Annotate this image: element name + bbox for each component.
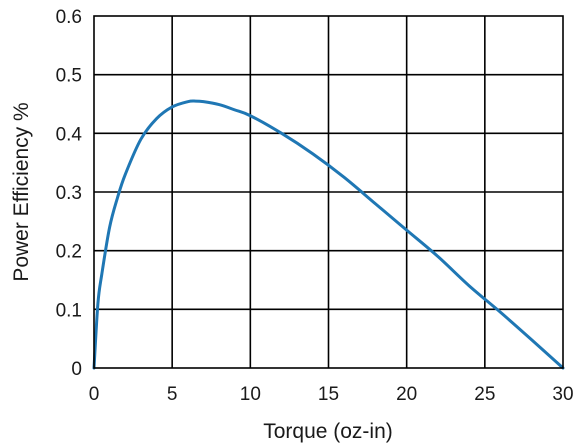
x-tick-label: 30 <box>552 384 573 405</box>
y-tick-label: 0.6 <box>56 7 82 28</box>
y-tick-label: 0 <box>71 359 82 380</box>
grid <box>94 16 563 368</box>
y-tick-label: 0.4 <box>56 124 83 145</box>
x-axis-title: Torque (oz-in) <box>263 420 393 443</box>
x-tick-label: 10 <box>240 384 261 405</box>
x-tick-labels: 0 5 10 15 20 25 30 <box>89 384 574 405</box>
efficiency-series-line <box>92 99 565 370</box>
series-layer <box>92 99 565 370</box>
y-tick-label: 0.5 <box>56 66 82 87</box>
y-tick-label: 0.1 <box>56 300 82 321</box>
x-tick-label: 0 <box>89 384 100 405</box>
y-tick-label: 0.3 <box>56 183 82 204</box>
plot-frame <box>93 15 564 369</box>
x-tick-label: 25 <box>474 384 495 405</box>
y-tick-label: 0.2 <box>56 242 82 263</box>
y-axis-title: Power Efficiency % <box>10 102 33 281</box>
x-tick-label: 15 <box>318 384 339 405</box>
x-tick-label: 5 <box>167 384 178 405</box>
y-tick-labels: 0 0.1 0.2 0.3 0.4 0.5 0.6 <box>56 7 83 380</box>
x-tick-label: 20 <box>396 384 417 405</box>
